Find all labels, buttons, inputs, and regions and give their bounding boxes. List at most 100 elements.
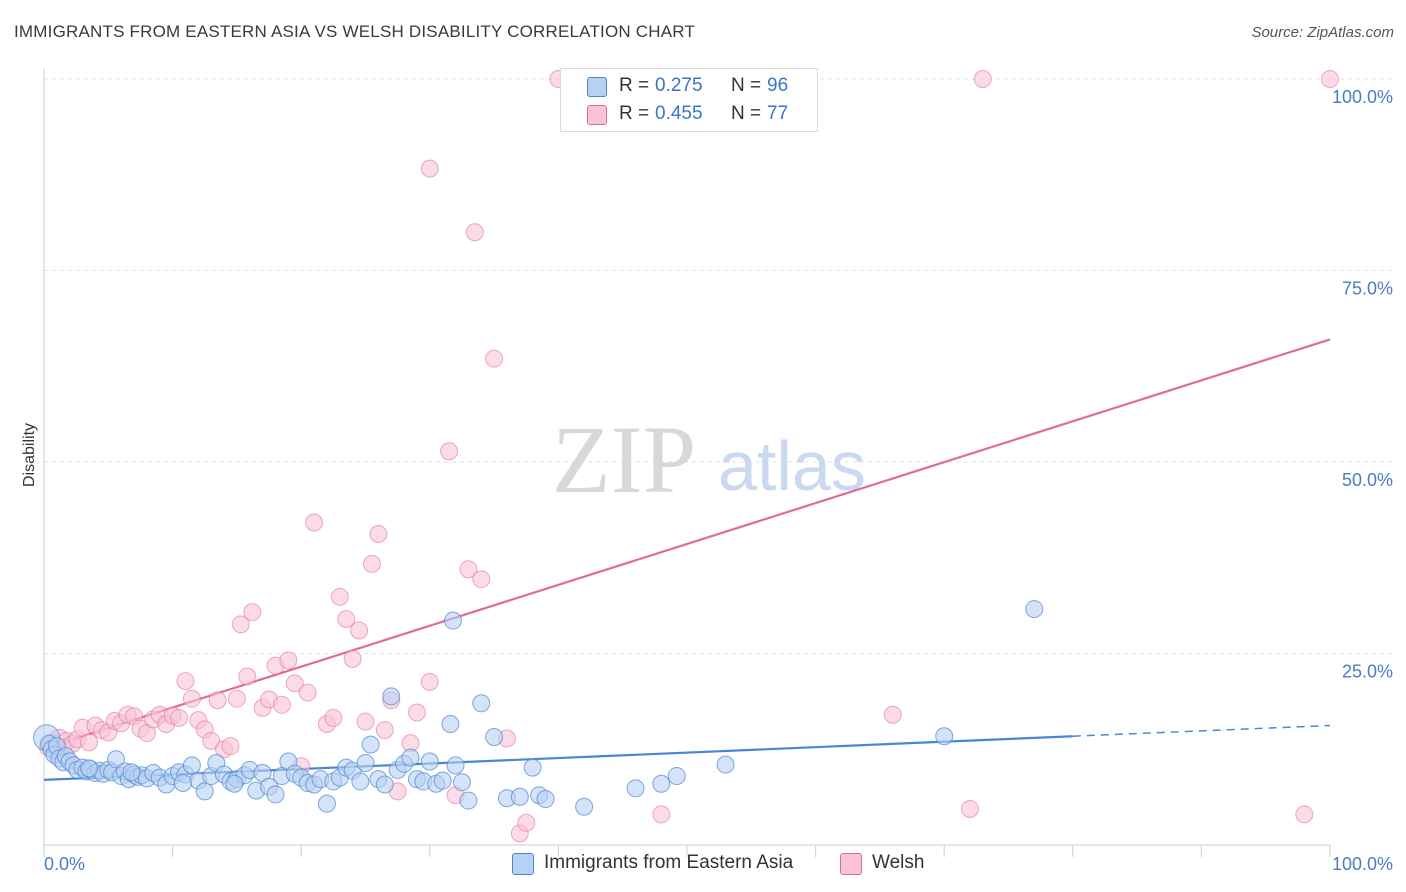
chart-title: IMMIGRANTS FROM EASTERN ASIA VS WELSH DI…	[14, 22, 696, 41]
welsh-point	[420, 159, 439, 178]
axes	[43, 68, 1331, 857]
watermark-zip: ZIP	[552, 406, 696, 513]
welsh-point	[238, 667, 257, 686]
welsh-point	[652, 805, 671, 824]
eastern-asia-point	[182, 756, 201, 775]
eastern-asia-point	[420, 752, 439, 771]
welsh-point	[420, 672, 439, 691]
welsh-point	[960, 799, 979, 818]
welsh-point	[375, 721, 394, 740]
welsh-point	[337, 610, 356, 629]
eastern-asia-point	[361, 735, 380, 754]
series-welsh-points	[38, 70, 1339, 843]
correlation-legend: R = 0.275 N = 96 R = 0.455 N = 77	[560, 68, 818, 132]
y-tick-label: 75.0%	[1342, 279, 1393, 299]
legend-n-value: 77	[767, 103, 789, 124]
y-tick-labels: 25.0% 50.0% 75.0% 100.0%	[1332, 87, 1393, 682]
eastern-asia-point	[536, 790, 555, 809]
series-eastern-asia-points	[33, 600, 1044, 816]
eastern-asia-point	[441, 714, 460, 733]
trendline-welsh	[43, 338, 1331, 750]
welsh-point	[459, 560, 478, 579]
y-axis-label: Disability	[21, 423, 38, 487]
welsh-point	[202, 731, 221, 750]
welsh-point	[231, 615, 250, 634]
eastern-asia-point	[80, 759, 99, 778]
welsh-point	[362, 554, 381, 573]
eastern-asia-point	[401, 748, 420, 767]
gridlines	[44, 78, 1392, 654]
welsh-point	[176, 672, 195, 691]
welsh-point	[285, 674, 304, 693]
legend-r-value: 0.275	[655, 75, 703, 96]
welsh-point	[973, 70, 992, 88]
eastern-asia-point	[433, 771, 452, 790]
welsh-point	[330, 587, 349, 606]
legend-n-value: 96	[767, 75, 789, 96]
welsh-point	[485, 349, 504, 368]
eastern-asia-point	[472, 694, 491, 713]
welsh-point	[298, 683, 317, 702]
eastern-asia-point	[485, 727, 504, 746]
welsh-point	[517, 813, 536, 832]
bottom-legend-swatch-pink	[840, 853, 862, 875]
welsh-point	[883, 705, 902, 724]
eastern-asia-point	[575, 797, 594, 816]
welsh-point	[356, 712, 375, 731]
welsh-point	[272, 695, 291, 714]
welsh-point	[227, 689, 246, 708]
eastern-asia-point	[122, 763, 141, 782]
eastern-asia-point	[1025, 600, 1044, 619]
eastern-asia-point	[626, 779, 645, 798]
welsh-point	[305, 513, 324, 532]
welsh-point	[440, 442, 459, 461]
welsh-point	[182, 689, 201, 708]
eastern-asia-point	[446, 756, 465, 775]
welsh-point	[472, 570, 491, 589]
x-tick-label: 100.0%	[1332, 854, 1393, 874]
x-tick-label: 0.0%	[44, 854, 85, 874]
eastern-asia-point	[443, 611, 462, 630]
eastern-asia-point	[356, 754, 375, 773]
y-tick-label: 100.0%	[1332, 87, 1393, 107]
welsh-point	[343, 649, 362, 668]
eastern-asia-point	[459, 791, 478, 810]
eastern-asia-point	[452, 773, 471, 792]
legend-swatch-pink	[587, 105, 607, 125]
welsh-point	[369, 525, 388, 544]
welsh-point	[1321, 70, 1339, 88]
legend-r-value: 0.455	[655, 103, 703, 124]
eastern-asia-point	[523, 758, 542, 777]
legend-n-label: N =	[731, 75, 762, 96]
eastern-asia-point	[652, 774, 671, 793]
eastern-asia-point	[382, 687, 401, 706]
welsh-point	[407, 703, 426, 722]
bottom-legend-label: Welsh	[872, 852, 925, 873]
welsh-point	[243, 603, 262, 622]
welsh-point	[465, 223, 484, 242]
watermark-atlas: atlas	[718, 427, 866, 505]
eastern-asia-point	[351, 772, 370, 791]
eastern-asia-point	[266, 785, 285, 804]
eastern-asia-point	[173, 773, 192, 792]
bottom-legend-swatch-blue	[512, 853, 534, 875]
legend-n-label: N =	[731, 103, 762, 124]
y-tick-label: 50.0%	[1342, 470, 1393, 490]
eastern-asia-point	[107, 750, 126, 769]
y-tick-label: 25.0%	[1342, 662, 1393, 682]
eastern-asia-point	[375, 775, 394, 794]
eastern-asia-point	[510, 787, 529, 806]
legend-r-label: R =	[619, 103, 650, 124]
legend-swatch-blue	[587, 77, 607, 97]
welsh-point	[221, 737, 240, 756]
welsh-point	[1295, 805, 1314, 824]
welsh-point	[324, 708, 343, 727]
bottom-legend-label: Immigrants from Eastern Asia	[544, 852, 794, 873]
welsh-point	[80, 733, 99, 752]
source-credit: Source: ZipAtlas.com	[1251, 24, 1394, 41]
eastern-asia-point	[716, 755, 735, 774]
welsh-point	[279, 651, 298, 670]
x-tick-labels: 0.0% 100.0%	[44, 854, 1393, 874]
welsh-point	[208, 691, 227, 710]
